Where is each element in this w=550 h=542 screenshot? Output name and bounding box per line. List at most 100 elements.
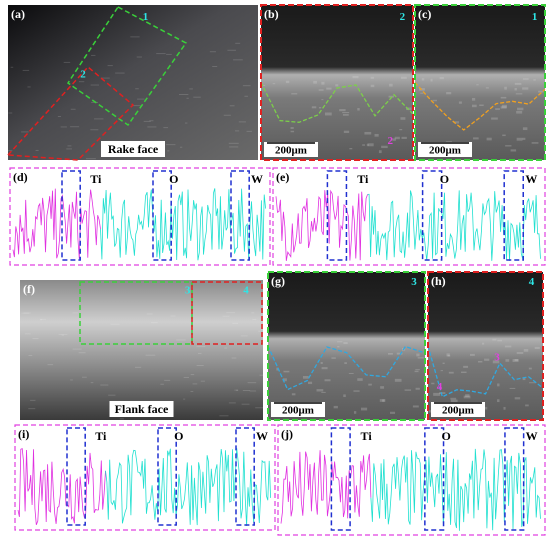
element-label: Ti — [361, 429, 373, 443]
region-box — [191, 281, 263, 345]
texture — [497, 383, 500, 387]
texture — [448, 371, 454, 374]
texture — [349, 148, 353, 150]
texture — [509, 387, 516, 389]
scan-window — [503, 170, 524, 261]
texture — [132, 105, 141, 107]
scan-window — [230, 170, 250, 261]
element-label: O — [442, 429, 451, 443]
texture — [446, 92, 452, 95]
texture — [197, 352, 202, 354]
panel: (b) 2 2 200μm — [260, 4, 414, 161]
texture — [90, 382, 94, 384]
scale-box — [271, 402, 325, 417]
texture — [178, 94, 189, 96]
texture — [343, 394, 346, 398]
texture — [512, 359, 519, 362]
texture — [439, 392, 446, 394]
element-label: W — [525, 172, 537, 186]
texture — [47, 364, 54, 366]
texture — [522, 127, 528, 131]
texture — [463, 365, 469, 368]
texture — [502, 134, 506, 137]
texture — [241, 403, 250, 405]
scan-window — [66, 427, 86, 526]
texture — [321, 99, 324, 101]
texture — [516, 137, 523, 141]
scan-line — [100, 188, 266, 261]
texture — [415, 369, 420, 371]
texture — [430, 78, 433, 82]
texture — [486, 137, 492, 141]
texture — [40, 318, 46, 320]
texture — [337, 346, 340, 348]
scale-label: 200μm — [275, 145, 307, 157]
region-number: 3 — [411, 276, 417, 288]
texture — [222, 315, 230, 317]
texture — [388, 95, 394, 98]
scan-window — [152, 170, 172, 261]
panel: Ti O W (j) — [277, 424, 546, 536]
panel-label: (b) — [264, 7, 279, 21]
texture — [321, 81, 325, 85]
texture — [110, 323, 120, 325]
scan-window — [326, 170, 348, 261]
texture — [149, 120, 154, 122]
element-label: Ti — [357, 172, 369, 186]
texture — [176, 339, 186, 341]
texture — [85, 158, 96, 160]
region-box — [6, 65, 135, 161]
texture — [70, 126, 80, 128]
texture — [497, 339, 503, 342]
border — [260, 4, 414, 161]
panel: Ti O W (i) — [14, 424, 276, 531]
contour — [260, 82, 414, 123]
texture — [505, 145, 512, 147]
texture — [501, 104, 507, 108]
texture — [392, 138, 396, 141]
texture — [522, 377, 526, 381]
texture — [164, 379, 171, 381]
texture — [404, 389, 412, 391]
texture — [432, 99, 437, 102]
panel-label: (g) — [271, 274, 285, 288]
texture — [22, 69, 30, 71]
panel: (h) 4 3 4 200μm — [427, 271, 544, 421]
caption-box — [101, 141, 165, 157]
texture — [146, 313, 153, 315]
panel-label: (c) — [418, 7, 431, 21]
element-label: O — [440, 172, 449, 186]
texture — [30, 399, 36, 401]
texture — [70, 108, 76, 110]
texture — [415, 387, 420, 390]
texture — [63, 61, 71, 63]
texture — [224, 347, 228, 349]
texture — [179, 146, 183, 148]
contour — [427, 345, 544, 398]
texture — [382, 399, 385, 402]
texture — [379, 399, 386, 402]
region-number: 2 — [387, 135, 393, 147]
texture — [196, 346, 206, 348]
region-number: 2 — [400, 11, 406, 23]
texture — [61, 334, 65, 336]
texture — [324, 379, 331, 382]
texture — [514, 397, 521, 400]
texture — [67, 145, 72, 147]
texture — [78, 81, 85, 83]
texture — [357, 108, 360, 111]
texture — [190, 374, 195, 376]
texture — [538, 90, 544, 93]
texture — [517, 107, 524, 111]
scan-line — [12, 188, 101, 259]
texture — [91, 54, 96, 56]
texture — [72, 312, 78, 314]
texture — [290, 127, 294, 129]
scan-window — [61, 170, 81, 261]
element-label: W — [256, 429, 268, 443]
texture — [234, 130, 240, 132]
texture — [242, 389, 251, 391]
caption: Flank face — [115, 402, 169, 416]
texture — [252, 319, 257, 321]
